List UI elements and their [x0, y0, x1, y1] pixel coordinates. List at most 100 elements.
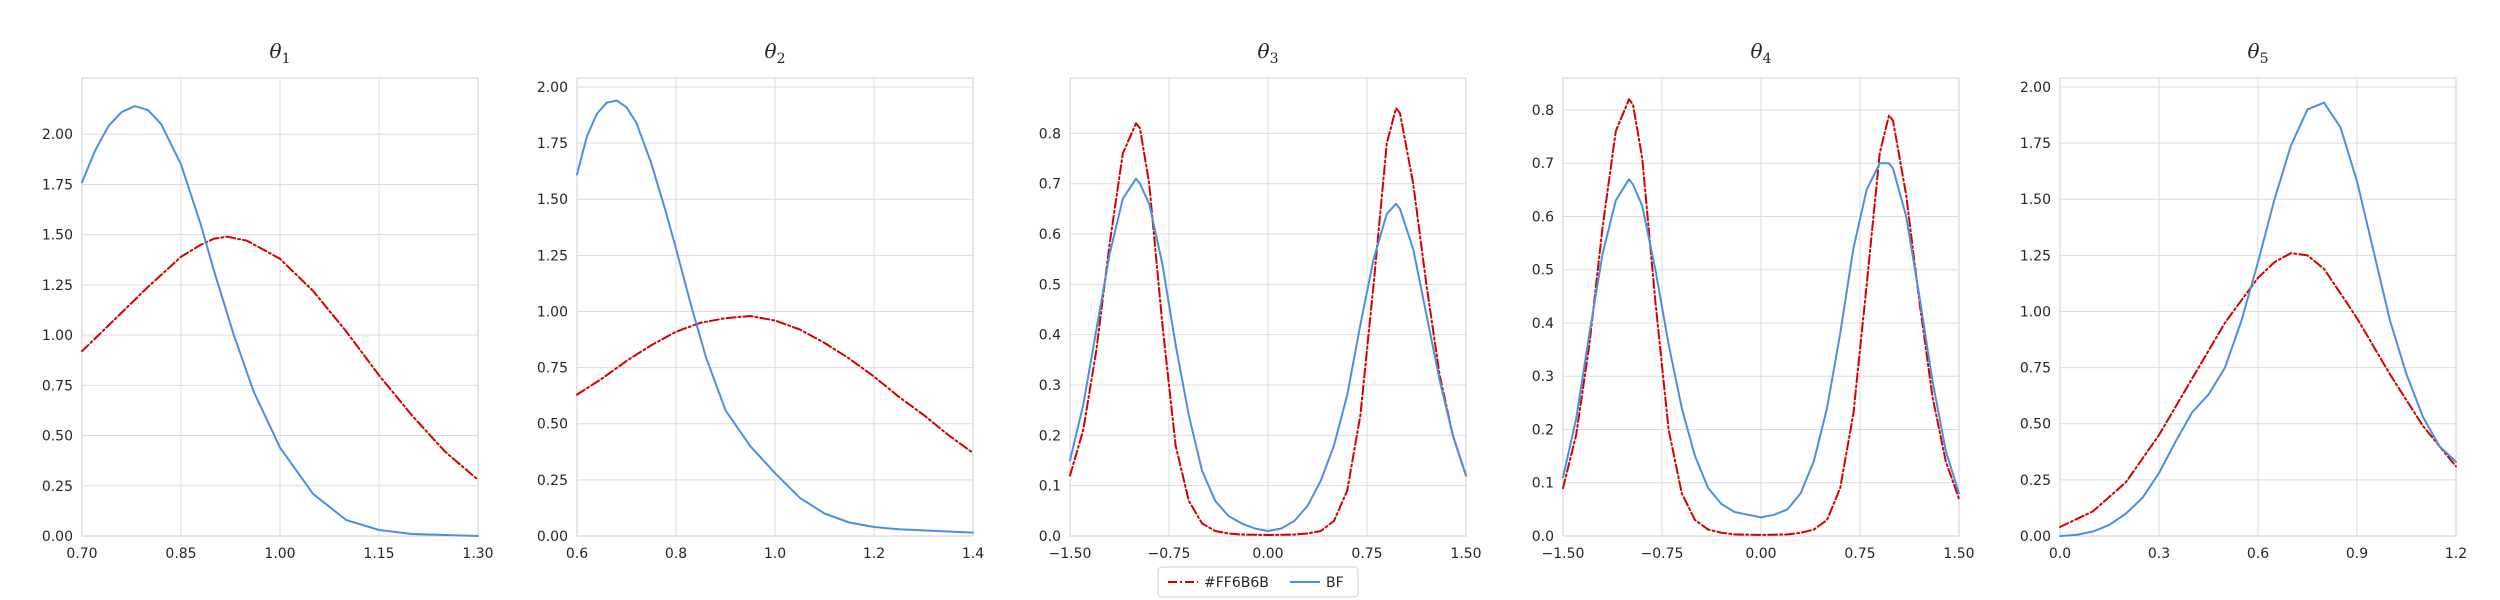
subplot-5-title-subscript: 5: [2260, 51, 2269, 67]
subplot-4-y-tick-label-9: 0.8: [1532, 103, 1554, 119]
subplot-4-title: θ4: [1751, 39, 1772, 67]
subplot-1-y-tick-label-4: 0.75: [42, 378, 73, 394]
subplot-5-y-tick-label-7: 1.50: [2020, 192, 2051, 208]
subplot-1-y-tick-label-3: 0.50: [42, 429, 73, 445]
subplot-2-series-1-line: [576, 315, 974, 454]
subplot-3-y-tick-label-7: 0.6: [1039, 227, 1061, 243]
subplot-4-y-tick-label-6: 0.5: [1532, 263, 1554, 279]
subplot-5-y-tick-label-1: 0.00: [2020, 529, 2051, 545]
subplot-4-y-tick-label-8: 0.7: [1532, 156, 1554, 172]
subplot-4-y-tick-label-4: 0.3: [1532, 369, 1554, 385]
subplot-4-y-tick-label-5: 0.4: [1532, 316, 1554, 332]
subplot-5-frame: [2059, 77, 2457, 537]
subplot-5-y-tick-label-2: 0.25: [2020, 473, 2051, 489]
subplot-4: −1.50 −0.75 0.00 0.75 1.50 0.0 0.1 0.2 0.3 0.4 0.5…: [1532, 39, 1975, 562]
subplot-3-title: θ3: [1258, 39, 1279, 67]
subplot-2: 0.6 0.8 1.0 1.2 1.4 0.00 0.25 0.50 0.75 1.00 1.25 1…: [537, 39, 984, 562]
subplot-3-y-tick-label-3: 0.2: [1039, 428, 1061, 444]
subplot-5-x-tick-label-2: 0.3: [2148, 546, 2170, 562]
subplot-5-x-tick-label-1: 0.0: [2049, 546, 2071, 562]
subplot-2-x-tick-label-1: 0.6: [566, 546, 588, 562]
subplot-3-y-tick-label-9: 0.8: [1039, 126, 1061, 142]
subplot-2-title-symbol: θ: [765, 39, 777, 63]
subplot-1-x-tick-label-3: 1.00: [264, 546, 295, 562]
subplot-2-y-tick-label-1: 0.00: [537, 529, 568, 545]
subplot-1-y-tick-label-2: 0.25: [42, 479, 73, 495]
subplot-5-title: θ5: [2248, 39, 2269, 67]
legend-label-1: #FF6B6B: [1204, 575, 1269, 591]
subplot-2-x-tick-label-2: 0.8: [665, 546, 687, 562]
subplot-5-y-tick-label-9: 2.00: [2020, 80, 2051, 96]
subplot-4-title-subscript: 4: [1763, 51, 1772, 67]
subplot-2-y-tick-label-3: 0.50: [537, 417, 568, 433]
subplot-2-title-subscript: 2: [777, 51, 786, 67]
subplot-4-x-tick-label-4: 0.75: [1844, 546, 1875, 562]
legend-box: [1157, 566, 1359, 598]
subplot-1-x-tick-label-4: 1.15: [363, 546, 394, 562]
subplot-4-x-tick-label-5: 1.50: [1943, 546, 1974, 562]
subplot-1-frame: [81, 77, 479, 537]
subplot-3-y-tick-label-4: 0.3: [1039, 378, 1061, 394]
subplot-2-x-tick-label-5: 1.4: [962, 546, 984, 562]
subplot-1-y-tick-label-9: 2.00: [42, 127, 73, 143]
subplot-2-y-tick-label-7: 1.50: [537, 192, 568, 208]
subplot-2-x-tick-label-3: 1.0: [764, 546, 786, 562]
subplot-5-y-tick-label-5: 1.00: [2020, 304, 2051, 320]
subplot-2-y-tick-label-5: 1.00: [537, 304, 568, 320]
subplot-5-series-1-line: [2059, 252, 2457, 528]
subplot-2-series-2-line: [576, 99, 974, 534]
subplot-3-x-tick-label-3: 0.00: [1252, 546, 1283, 562]
subplot-5-x-tick-label-4: 0.9: [2346, 546, 2368, 562]
legend: #FF6B6B BF: [1157, 566, 1359, 598]
subplot-1-series-2-line: [81, 105, 479, 537]
subplot-3-x-tick-label-2: −0.75: [1148, 546, 1191, 562]
subplot-3-y-tick-label-6: 0.5: [1039, 277, 1061, 293]
legend-item-2: BF: [1290, 575, 1344, 591]
subplot-3-frame: [1069, 77, 1467, 537]
subplot-3-title-symbol: θ: [1258, 39, 1270, 63]
subplot-4-series-1-line: [1562, 98, 1960, 536]
subplot-4-y-tick-label-3: 0.2: [1532, 422, 1554, 438]
subplot-4-title-symbol: θ: [1751, 39, 1763, 63]
subplot-3-x-tick-label-4: 0.75: [1351, 546, 1382, 562]
subplot-4-x-tick-label-1: −1.50: [1542, 546, 1585, 562]
subplot-5-x-tick-label-3: 0.6: [2247, 546, 2269, 562]
subplot-3-title-subscript: 3: [1270, 51, 1279, 67]
legend-label-2: BF: [1326, 575, 1344, 591]
subplot-4-x-tick-label-3: 0.00: [1745, 546, 1776, 562]
subplot-1-y-tick-label-8: 1.75: [42, 177, 73, 193]
subplot-3-x-tick-label-1: −1.50: [1049, 546, 1092, 562]
subplot-1-y-tick-label-7: 1.50: [42, 228, 73, 244]
subplot-5-series-2-line: [2059, 101, 2457, 537]
subplot-5-y-tick-label-4: 0.75: [2020, 361, 2051, 377]
subplot-1-title-subscript: 1: [282, 51, 291, 67]
subplot-3-y-tick-label-5: 0.4: [1039, 328, 1061, 344]
subplot-5-y-tick-label-6: 1.25: [2020, 248, 2051, 264]
subplot-5-x-tick-label-5: 1.2: [2445, 546, 2467, 562]
subplot-2-y-tick-label-4: 0.75: [537, 361, 568, 377]
subplot-5-title-symbol: θ: [2248, 39, 2260, 63]
subplot-3: −1.50 −0.75 0.00 0.75 1.50 0.0 0.1 0.2 0.3 0.4 0.5…: [1039, 39, 1482, 562]
subplot-5-y-tick-label-8: 1.75: [2020, 136, 2051, 152]
subplot-5-y-tick-label-3: 0.50: [2020, 417, 2051, 433]
subplot-2-x-tick-label-4: 1.2: [863, 546, 885, 562]
subplot-4-series-2-line: [1562, 162, 1960, 519]
subplot-4-y-tick-label-2: 0.1: [1532, 476, 1554, 492]
subplot-1-y-tick-label-1: 0.00: [42, 529, 73, 545]
subplot-1-y-tick-label-5: 1.00: [42, 328, 73, 344]
subplots: 0.70 0.85 1.00 1.15 1.300.000.250.500.751.00…: [42, 39, 2467, 562]
subplot-2-y-tick-label-9: 2.00: [537, 80, 568, 96]
subplot-1-title-symbol: θ: [270, 39, 282, 63]
subplot-2-frame: [576, 77, 974, 537]
subplot-3-y-tick-label-8: 0.7: [1039, 177, 1061, 193]
subplot-3-y-tick-label-2: 0.1: [1039, 479, 1061, 495]
subplot-4-y-tick-label-1: 0.0: [1532, 529, 1554, 545]
subplot-5: 0.0 0.3 0.6 0.9 1.2 0.00 0.25 0.50 0.75 1.00 1.25 1…: [2020, 39, 2467, 562]
subplot-1: 0.70 0.85 1.00 1.15 1.30 0.00 0.25 0.50 0.75 1.00…: [42, 39, 494, 562]
subplot-4-frame: [1562, 77, 1960, 537]
subplot-2-y-tick-label-8: 1.75: [537, 136, 568, 152]
subplot-1-series-1-line: [81, 235, 479, 481]
subplot-1-x-tick-label-2: 0.85: [165, 546, 196, 562]
subplot-2-title: θ2: [765, 39, 786, 67]
